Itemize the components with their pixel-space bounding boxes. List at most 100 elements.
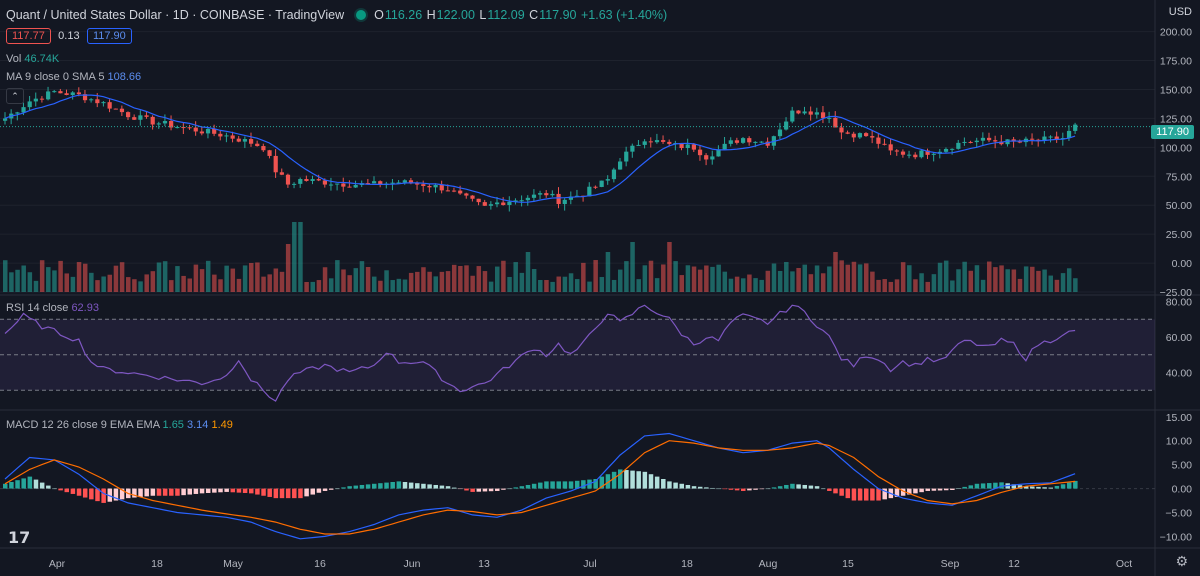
candle-body [316, 179, 321, 181]
time-tick-label: 15 [842, 558, 854, 570]
candle-body [433, 184, 438, 188]
macd-histogram-bar [328, 488, 334, 490]
macd-histogram-bar [495, 488, 500, 491]
candle-body [427, 185, 432, 188]
macd-histogram-bar [372, 483, 377, 489]
macd-histogram-bar [415, 483, 420, 489]
volume-bar [919, 273, 924, 292]
candle-body [925, 150, 930, 155]
volume-bar [697, 269, 703, 292]
candle-body [630, 145, 635, 152]
volume-bar [790, 271, 795, 292]
candle-body [187, 127, 192, 129]
candle-body [1042, 136, 1047, 141]
price-tick-label: 175.00 [1160, 56, 1192, 68]
sell-button[interactable]: 117.77 [6, 28, 51, 44]
volume-bar [1060, 273, 1066, 292]
volume-bar [408, 272, 414, 292]
volume-bar [1042, 269, 1047, 292]
price-tick-label: 200.00 [1160, 27, 1192, 39]
rsi-tick-label: 80.00 [1166, 297, 1192, 309]
ma-legend[interactable]: MA 9 close 0 SMA 5 108.66 [6, 71, 142, 83]
volume-bar [21, 265, 26, 292]
candle-body [845, 132, 850, 134]
spread-value: 0.13 [58, 30, 80, 42]
macd-histogram-bar [230, 488, 236, 493]
volume-bar [968, 270, 974, 292]
macd-histogram-bar [76, 488, 82, 496]
macd-histogram-bar [1066, 482, 1072, 489]
volume-bar [876, 279, 881, 292]
macd-histogram-bar [482, 488, 488, 492]
macd-histogram-bar [70, 488, 76, 494]
macd-histogram-bar [661, 479, 666, 489]
macd-histogram-bar [894, 488, 900, 497]
gear-icon[interactable]: ⚙ [1175, 553, 1188, 569]
volume-bar [753, 278, 758, 292]
macd-histogram-bar [33, 479, 39, 489]
macd-histogram-bar [390, 481, 395, 489]
volume-bar [765, 270, 771, 292]
candle-body [636, 144, 641, 146]
macd-histogram-bar [458, 488, 463, 490]
volume-bar [728, 278, 734, 292]
macd-histogram-bar [1042, 487, 1047, 489]
candle-body [415, 183, 420, 185]
macd-histogram-bar [445, 486, 451, 489]
symbol-title[interactable]: Quant / United States Dollar · 1D · COIN… [6, 8, 345, 22]
volume-bar [150, 271, 156, 292]
candle-body [27, 101, 32, 108]
tradingview-logo[interactable]: 𝟭𝟳 [8, 530, 31, 547]
volume-bar [495, 266, 500, 292]
buy-button[interactable]: 117.90 [86, 28, 132, 44]
macd-histogram-bar [1030, 486, 1035, 489]
macd-histogram-bar [27, 476, 33, 489]
macd-histogram-bar [101, 488, 106, 503]
candle-body [138, 115, 143, 120]
macd-histogram-bar [950, 488, 955, 491]
candle-body [365, 183, 371, 185]
candle-body [464, 193, 469, 196]
volume-bar [777, 270, 783, 292]
macd-legend[interactable]: MACD 12 26 close 9 EMA EMA 1.65 3.14 1.4… [6, 419, 233, 431]
volume-bar [611, 279, 617, 292]
volume-bar [857, 264, 863, 292]
macd-tick-label: −5.00 [1165, 508, 1192, 520]
macd-histogram-bar [857, 488, 863, 501]
candle-body [402, 180, 407, 183]
volume-bar [1023, 266, 1029, 292]
volume-bar [70, 276, 76, 292]
candle-body [956, 142, 961, 149]
macd-tick-label: 0.00 [1172, 484, 1193, 496]
volume-bar [562, 276, 568, 292]
volume-bar [550, 281, 555, 292]
macd-histogram-bar [421, 483, 426, 489]
volume-bar [556, 276, 561, 292]
currency-label[interactable]: USD [1168, 6, 1192, 18]
macd-histogram-bar [599, 476, 605, 489]
volume-bar [605, 252, 611, 292]
volume-bar [3, 260, 8, 292]
candle-body [156, 123, 161, 125]
macd-histogram-bar [648, 474, 654, 489]
volume-bar [365, 267, 371, 292]
volume-legend[interactable]: Vol 46.74K [6, 53, 60, 65]
macd-histogram-bar [993, 482, 998, 489]
macd-histogram-bar [365, 484, 371, 489]
candle-body [820, 112, 826, 119]
volume-bar [298, 222, 303, 292]
candle-body [950, 148, 955, 150]
candle-body [421, 184, 426, 186]
candle-body [236, 138, 241, 142]
macd-histogram-bar [433, 484, 438, 489]
volume-bar [894, 279, 900, 292]
macd-histogram-bar [285, 488, 291, 499]
candle-body [33, 98, 38, 102]
candle-body [101, 102, 106, 104]
candle-body [722, 143, 727, 150]
macd-histogram-bar [753, 488, 758, 490]
rsi-legend[interactable]: RSI 14 close 62.93 [6, 302, 99, 314]
time-tick-label: 18 [681, 558, 693, 570]
collapse-legend-icon[interactable]: ⌃ [6, 88, 24, 104]
